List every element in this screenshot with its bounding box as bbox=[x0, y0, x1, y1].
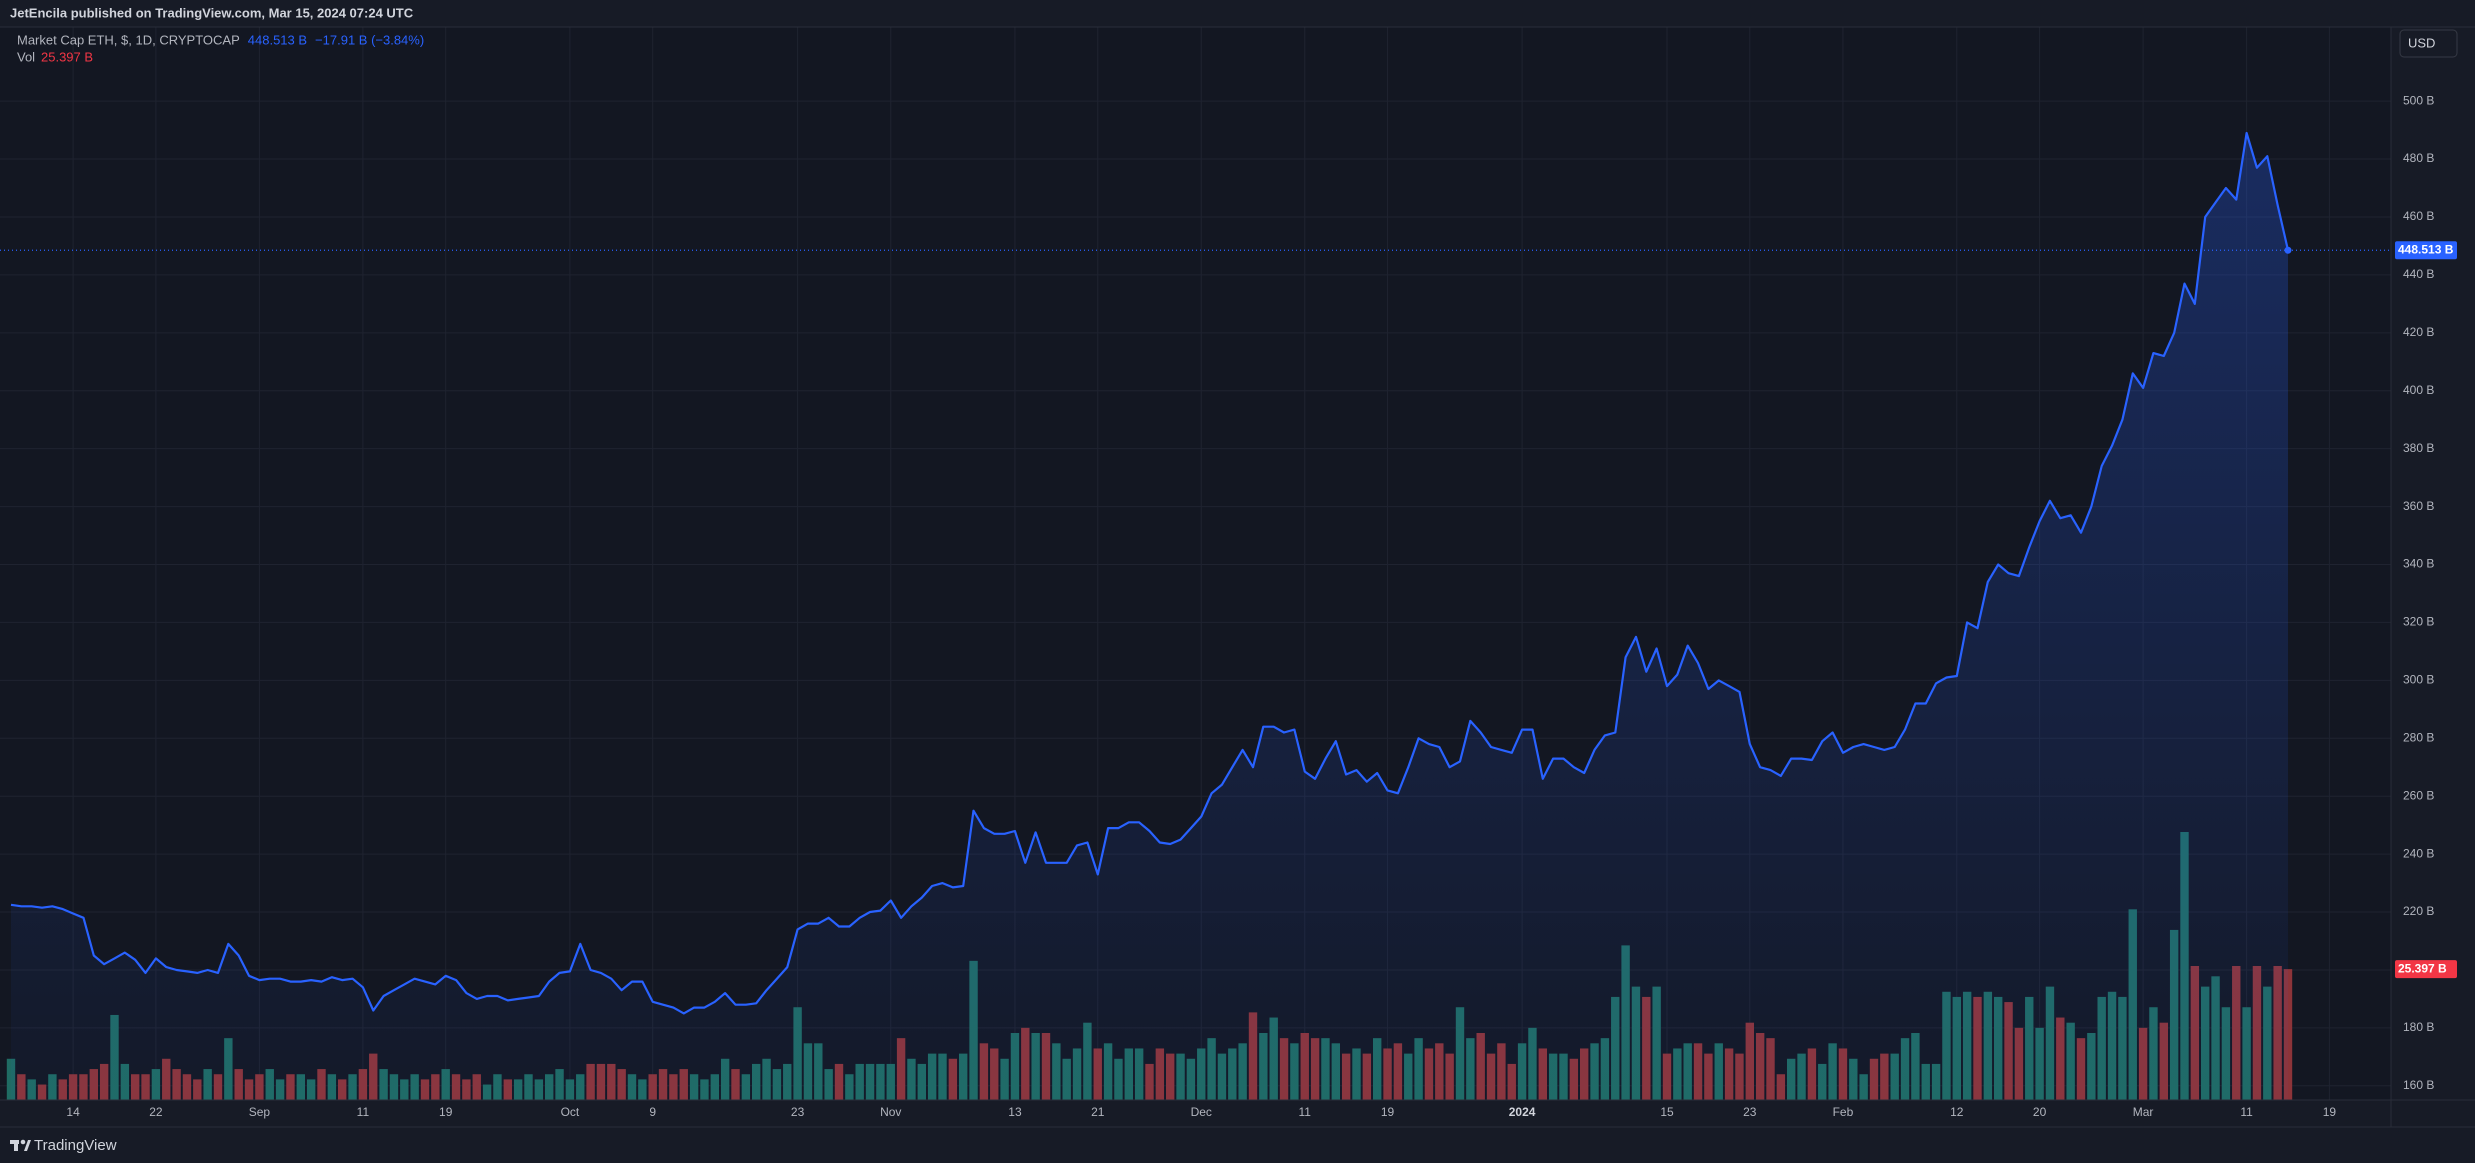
y-tick-label: 480 B bbox=[2403, 151, 2434, 165]
x-tick-label: 20 bbox=[2033, 1105, 2047, 1119]
x-tick-label: 23 bbox=[791, 1105, 805, 1119]
y-tick-label: 500 B bbox=[2403, 93, 2434, 107]
y-tick-label: 440 B bbox=[2403, 267, 2434, 281]
y-tick-label: 340 B bbox=[2403, 557, 2434, 571]
y-tick-label: 420 B bbox=[2403, 325, 2434, 339]
last-value: 448.513 B bbox=[248, 32, 307, 47]
series-name: Market Cap ETH, $, 1D, CRYPTOCAP bbox=[17, 32, 240, 47]
x-tick-label: Mar bbox=[2133, 1105, 2154, 1119]
logo-part bbox=[24, 1140, 31, 1151]
publisher: JetEncila published on TradingView.com, … bbox=[10, 5, 414, 20]
x-tick-label: Nov bbox=[880, 1105, 901, 1119]
change: −17.91 B (−3.84%) bbox=[315, 32, 424, 47]
last-point bbox=[2284, 246, 2292, 254]
currency[interactable]: USD bbox=[2408, 35, 2435, 50]
x-tick-label: 11 bbox=[357, 1105, 370, 1119]
last-price-label: 448.513 B bbox=[2398, 242, 2454, 256]
logo-part bbox=[14, 1140, 18, 1151]
logo bbox=[10, 1139, 31, 1151]
last-price-tag bbox=[2395, 241, 2457, 260]
x-tick-label: 14 bbox=[66, 1105, 80, 1119]
y-tick-label: 400 B bbox=[2403, 383, 2434, 397]
area-fill bbox=[11, 133, 2288, 1100]
y-tick-label: 180 B bbox=[2403, 1020, 2434, 1034]
x-tick-label: Sep bbox=[249, 1105, 271, 1119]
y-tick-label: 360 B bbox=[2403, 499, 2434, 513]
x-tick-label: Dec bbox=[1191, 1105, 1212, 1119]
y-tick-label: 160 B bbox=[2403, 1078, 2434, 1092]
x-tick-label: 19 bbox=[1381, 1105, 1395, 1119]
volume-last: 25.397 B bbox=[41, 49, 93, 64]
line bbox=[10, 131, 2290, 1015]
x-tick-label: 15 bbox=[1660, 1105, 1674, 1119]
x-tick-label: 23 bbox=[1743, 1105, 1757, 1119]
volume-name: Vol bbox=[17, 49, 35, 64]
plot bbox=[0, 131, 2391, 1100]
brand: TradingView bbox=[34, 1137, 117, 1154]
x-tick-label: 11 bbox=[1299, 1105, 1312, 1119]
x-tick-label: 11 bbox=[2240, 1105, 2253, 1119]
currency-button[interactable] bbox=[2399, 29, 2458, 58]
x-tick-label: 12 bbox=[1950, 1105, 1964, 1119]
y-tick-label: 260 B bbox=[2403, 788, 2434, 802]
x-tick-label: 2024 bbox=[1509, 1105, 1536, 1119]
y-tick-label: 220 B bbox=[2403, 904, 2434, 918]
y-tick-label: 300 B bbox=[2403, 673, 2434, 687]
x-tick-label: 19 bbox=[2323, 1105, 2337, 1119]
y-tick-label: 280 B bbox=[2403, 730, 2434, 744]
x-tick-label: 21 bbox=[1091, 1105, 1105, 1119]
x-tick-label: 13 bbox=[1008, 1105, 1022, 1119]
x-tick-label: 19 bbox=[439, 1105, 453, 1119]
logo-part bbox=[20, 1139, 26, 1145]
y-tick-label: 380 B bbox=[2403, 441, 2434, 455]
x-tick-label: Oct bbox=[561, 1105, 580, 1119]
y-tick-label: 460 B bbox=[2403, 209, 2434, 223]
y-tick-label: 320 B bbox=[2403, 615, 2434, 629]
x-tick-label: 9 bbox=[649, 1105, 656, 1119]
volume-tag bbox=[2395, 960, 2457, 979]
x-tick-label: Feb bbox=[1833, 1105, 1854, 1119]
y-tick-label: 240 B bbox=[2403, 846, 2434, 860]
x-tick-label: 22 bbox=[149, 1105, 163, 1119]
volume-tag-label: 25.397 B bbox=[2398, 961, 2447, 975]
